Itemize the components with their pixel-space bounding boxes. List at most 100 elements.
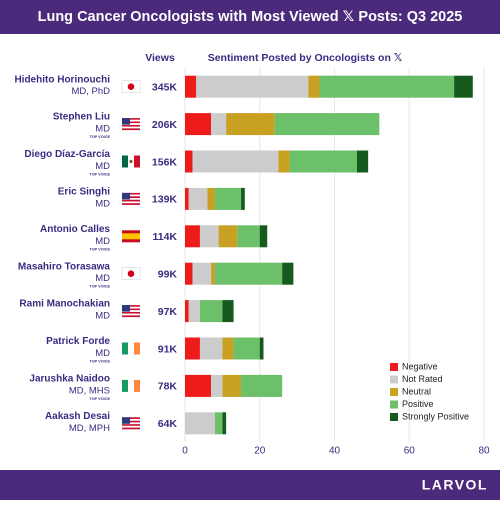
views-label: 206K [152,119,178,131]
oncologist-name: Stephen Liu [53,112,110,123]
bar-segment [274,113,380,136]
credential: MD [95,124,110,135]
bar-segment [319,75,455,98]
x-tick-label: 60 [404,446,416,457]
flag-stripe [122,311,140,314]
views-label: 114K [152,231,177,243]
legend-swatch [390,375,398,384]
bar-segment [196,75,309,98]
flag [122,118,140,131]
legend-swatch [390,363,398,371]
views-label: 97K [158,306,178,318]
flag-stripe [122,425,140,428]
flag-canton [122,305,130,312]
flag [122,305,140,318]
oncologist-name: Patrick Forde [46,336,110,347]
flag-stripe [122,121,140,124]
x-tick-label: 40 [329,446,341,457]
flag [122,417,140,430]
bar-segment [222,337,234,360]
bar-segment [214,187,242,210]
credential: MD, PhD [71,86,110,97]
legend-swatch [390,413,398,421]
bar-segment [192,262,212,285]
bar-segment [185,337,200,360]
bar-segment [185,113,212,136]
flag [121,80,141,93]
flag-stripe [122,199,140,202]
oncologist-name: Hidehito Horinouchi [14,74,110,85]
views-label: 345K [152,81,178,93]
credential: MD, MPH [69,423,110,434]
oncologist-name: Rami Manochakian [19,299,110,310]
oncologist-name: Diego Díaz-García [24,149,110,160]
credential: MD [95,161,110,172]
flag-stripe [122,306,140,309]
bar-segment [192,150,279,173]
top-voice-badge: TOP VOICE [89,360,110,364]
top-voice-badge: TOP VOICE [89,397,110,401]
bar-segment [222,374,242,397]
bar-segment [214,412,223,435]
bar-segment [282,262,294,285]
legend-label: Neutral [402,386,431,396]
flag-stripe [122,308,140,311]
flag-band [134,342,140,355]
top-voice-badge: TOP VOICE [89,135,110,139]
flag-stripe [122,126,140,129]
bar-segment [199,337,223,360]
bar-segment [233,337,260,360]
views-label: 156K [152,156,178,168]
credential: MD [95,236,110,247]
flag-stripe [122,198,140,200]
flag-stripe [122,417,140,420]
flag-band [128,342,134,355]
bar-segment [226,113,275,136]
footer-band [0,470,500,500]
flag-disc [127,270,135,278]
flag-stripe [122,194,140,197]
credential: MD [95,273,110,284]
legend-label: Not Rated [402,374,443,384]
bar-segment [211,262,215,285]
views-label: 91K [158,343,178,355]
oncologist-name: Masahiro Torasawa [18,261,111,272]
oncologist-name: Eric Singhi [58,187,110,198]
bar-segment [199,225,219,248]
flag-stripe [122,128,140,131]
bar-segment [218,225,238,248]
flag-band [134,379,140,392]
legend-swatch [390,400,398,409]
flag-band [128,379,134,392]
credential: MD [95,198,110,209]
bar-segment [237,225,260,248]
flag-stripe [122,118,140,120]
bar-segment [259,225,268,248]
credential: MD [95,348,110,359]
top-voice-badge: TOP VOICE [89,173,110,177]
flag-band [134,155,140,168]
flag-stripe [122,313,140,316]
flag [122,155,140,168]
x-tick-label: 20 [254,446,266,457]
bar-segment [188,187,208,210]
x-tick-label: 80 [478,446,490,457]
bar-segment [278,150,290,173]
flag [121,267,141,280]
flag-stripe [122,196,140,199]
flag-stripe [122,424,140,426]
flag-stripe [122,192,140,195]
flag-stripe [122,201,140,204]
flag-stripe [122,419,140,421]
flag-stripe [122,203,140,205]
bar-segment [185,150,193,173]
flag-disc [127,83,135,90]
brand: LARVOL [422,477,488,493]
flag-canton [122,192,130,200]
flag [122,192,140,205]
flag [122,230,140,243]
x-tick-label: 0 [182,446,188,457]
chart-title: Lung Cancer Oncologists with Most Viewed… [38,9,463,25]
flag-stripe [122,310,140,312]
